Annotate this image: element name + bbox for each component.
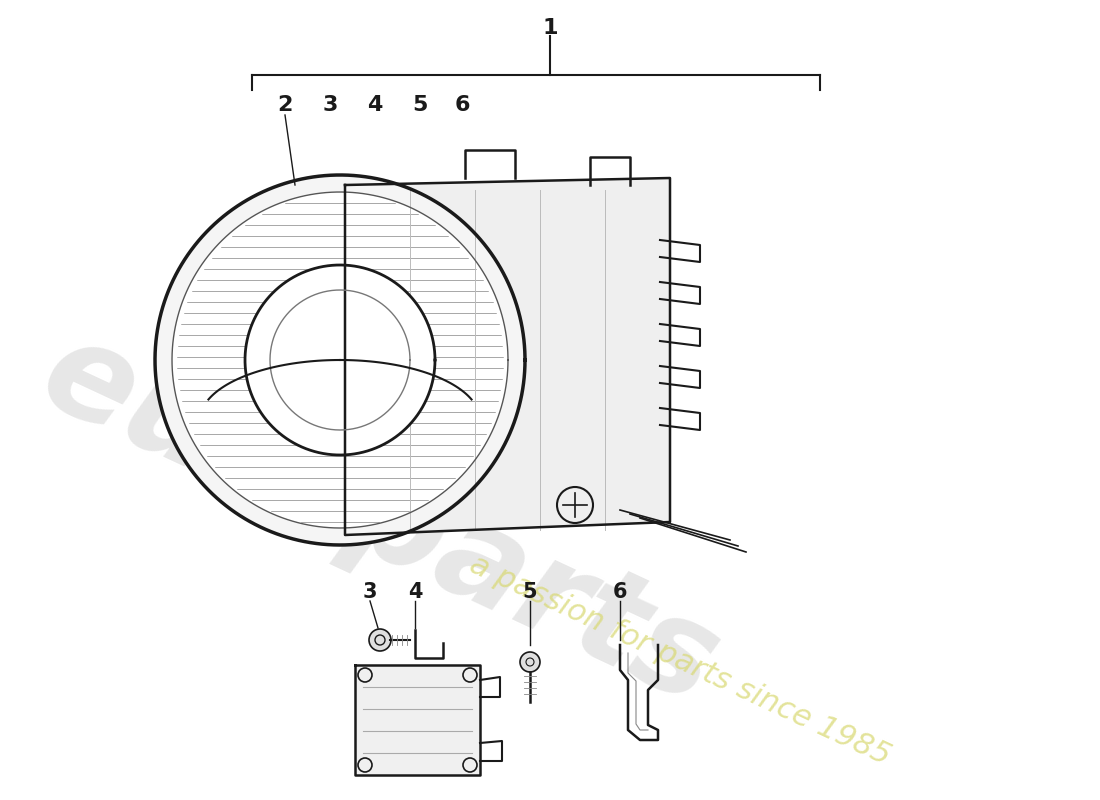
Text: 6: 6 — [454, 95, 470, 115]
Circle shape — [520, 652, 540, 672]
Polygon shape — [172, 192, 508, 528]
Text: 3: 3 — [363, 582, 377, 602]
Text: 3: 3 — [322, 95, 338, 115]
Text: 4: 4 — [408, 582, 422, 602]
Polygon shape — [355, 665, 480, 775]
Text: 4: 4 — [367, 95, 383, 115]
Polygon shape — [155, 175, 525, 545]
Circle shape — [368, 629, 390, 651]
Polygon shape — [245, 265, 434, 455]
Polygon shape — [345, 178, 670, 535]
Text: 5: 5 — [412, 95, 428, 115]
Text: 1: 1 — [542, 18, 558, 38]
Text: 5: 5 — [522, 582, 537, 602]
Text: 6: 6 — [613, 582, 627, 602]
Text: a passion for parts since 1985: a passion for parts since 1985 — [465, 550, 895, 770]
Text: 2: 2 — [277, 95, 293, 115]
Text: europarts: europarts — [22, 308, 737, 732]
